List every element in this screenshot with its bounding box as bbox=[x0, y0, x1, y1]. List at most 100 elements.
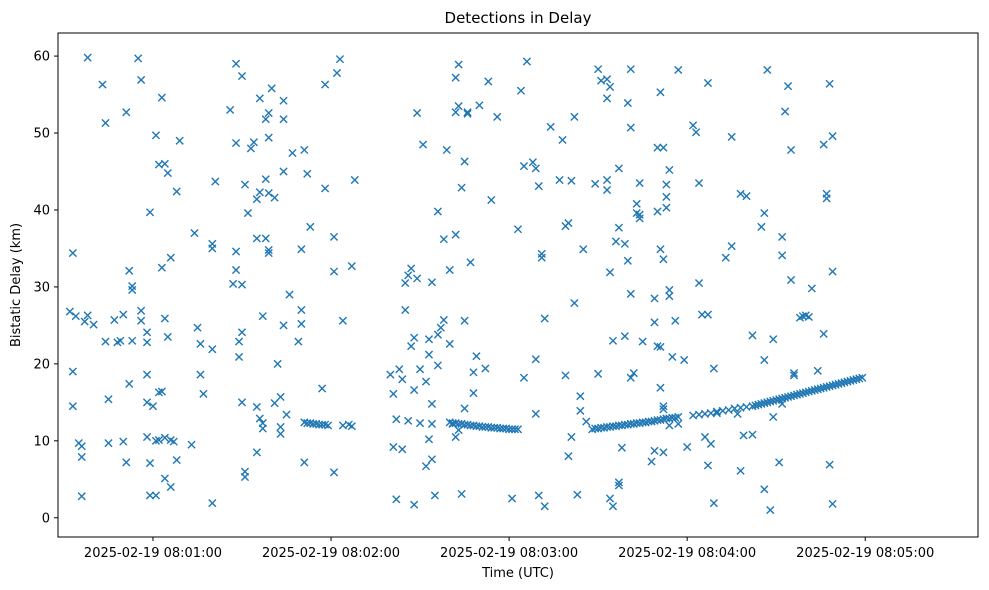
data-point bbox=[727, 132, 736, 141]
data-point bbox=[656, 342, 665, 352]
data-point bbox=[451, 108, 460, 117]
data-point bbox=[196, 339, 205, 348]
data-point bbox=[329, 267, 339, 276]
data-point bbox=[208, 499, 217, 508]
data-point bbox=[614, 164, 623, 173]
x-tick-label: 2025-02-19 08:04:00 bbox=[618, 546, 756, 561]
data-point bbox=[665, 292, 674, 301]
data-point bbox=[748, 331, 757, 340]
y-axis: 0 10 20 30 40 50 60 bbox=[33, 50, 58, 526]
data-point bbox=[807, 386, 816, 395]
data-point bbox=[404, 271, 413, 280]
data-point bbox=[683, 442, 692, 452]
data-point bbox=[591, 179, 600, 188]
data-point bbox=[694, 178, 704, 188]
data-point bbox=[778, 399, 787, 408]
data-point bbox=[172, 455, 181, 465]
plot-frame bbox=[57, 32, 979, 538]
data-point bbox=[454, 60, 463, 69]
data-point bbox=[439, 315, 448, 325]
data-point bbox=[739, 431, 748, 440]
data-point bbox=[650, 446, 659, 455]
data-point bbox=[264, 245, 273, 255]
data-point bbox=[231, 59, 241, 68]
data-point bbox=[668, 352, 677, 362]
data-point bbox=[154, 435, 163, 445]
data-point bbox=[142, 370, 152, 379]
data-point bbox=[709, 499, 718, 508]
y-tick-label: 50 bbox=[33, 127, 50, 142]
data-point bbox=[798, 389, 807, 398]
data-point bbox=[786, 275, 796, 285]
data-point bbox=[558, 135, 567, 145]
data-point bbox=[751, 401, 760, 410]
data-point bbox=[567, 176, 576, 185]
data-point bbox=[101, 118, 110, 128]
data-point bbox=[819, 140, 828, 149]
data-point bbox=[101, 337, 110, 346]
data-point bbox=[226, 105, 235, 115]
data-point bbox=[653, 143, 662, 152]
data-point bbox=[555, 175, 564, 185]
data-point bbox=[166, 253, 175, 262]
data-point bbox=[659, 405, 668, 414]
data-point bbox=[635, 178, 644, 188]
data-point bbox=[617, 443, 626, 452]
data-point bbox=[564, 218, 573, 228]
data-point bbox=[445, 265, 454, 275]
data-point bbox=[653, 342, 662, 351]
data-point bbox=[294, 337, 303, 346]
data-point bbox=[626, 65, 635, 74]
data-point bbox=[267, 84, 276, 93]
chart-title: Detections in Delay bbox=[445, 9, 592, 27]
data-point bbox=[264, 108, 273, 118]
data-point bbox=[347, 262, 356, 271]
data-point bbox=[481, 364, 490, 373]
data-point bbox=[395, 365, 404, 374]
data-point bbox=[234, 337, 244, 346]
data-point bbox=[169, 437, 178, 446]
data-point bbox=[172, 187, 181, 196]
x-axis-title: Time (UTC) bbox=[481, 566, 554, 581]
data-point bbox=[614, 478, 623, 487]
data-point bbox=[561, 371, 570, 380]
data-point bbox=[813, 366, 822, 375]
data-point bbox=[415, 365, 425, 374]
data-point bbox=[442, 145, 451, 155]
data-point bbox=[810, 385, 819, 395]
data-point bbox=[703, 78, 713, 88]
data-point bbox=[415, 419, 425, 428]
data-point bbox=[255, 94, 264, 103]
data-point bbox=[674, 65, 683, 75]
data-point bbox=[157, 263, 166, 272]
data-point bbox=[614, 223, 623, 232]
data-point bbox=[680, 355, 689, 365]
data-point bbox=[825, 382, 834, 391]
data-point bbox=[418, 140, 428, 149]
data-point bbox=[110, 315, 119, 325]
data-point bbox=[134, 54, 143, 63]
data-point bbox=[754, 400, 763, 409]
data-point bbox=[804, 312, 813, 322]
data-point bbox=[611, 237, 621, 246]
data-point bbox=[261, 115, 270, 124]
data-point bbox=[460, 316, 469, 325]
data-point bbox=[493, 112, 502, 121]
data-point bbox=[104, 439, 113, 448]
data-point bbox=[77, 452, 86, 462]
data-point bbox=[392, 495, 401, 504]
data-point bbox=[653, 207, 662, 216]
data-point bbox=[160, 433, 169, 442]
data-point bbox=[727, 242, 736, 251]
data-point bbox=[231, 247, 241, 256]
data-point bbox=[410, 385, 419, 395]
data-point bbox=[211, 177, 220, 186]
data-point bbox=[858, 373, 867, 382]
data-point bbox=[665, 165, 674, 175]
data-point bbox=[306, 222, 315, 232]
data-point bbox=[413, 274, 422, 283]
data-point bbox=[463, 109, 472, 118]
data-point bbox=[116, 336, 125, 345]
data-point bbox=[145, 491, 155, 500]
